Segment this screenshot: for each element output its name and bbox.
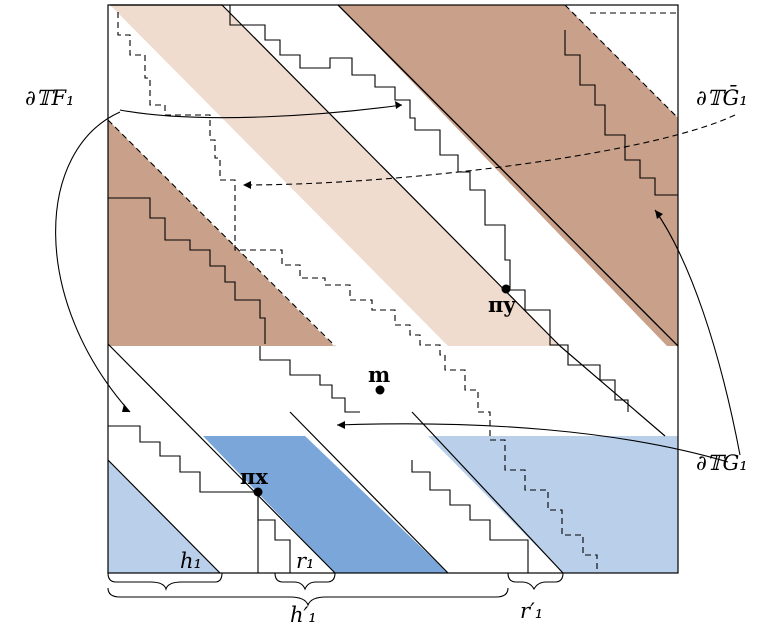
brace-r1 [274,572,336,591]
label-r1: r₁ [296,549,314,573]
staircase-top-right [564,30,678,196]
staircases [108,5,678,573]
label-h1: h₁ [180,549,202,573]
square-frame [107,4,679,574]
arrowhead [337,421,345,429]
diagonal-line [411,411,564,574]
point-pi-y [501,284,511,294]
point-m [375,385,385,395]
staircase-top-middle [229,5,629,412]
label-m: m [368,362,390,387]
label-partial-F1: ∂𝕋F₁ [25,86,74,110]
diagonal-line [337,4,679,347]
shaded-regions [108,5,678,573]
brace-h1-prime [107,587,509,607]
arrowhead [395,101,402,109]
diagonal-line [559,345,666,437]
dashed-diagonal [107,119,336,347]
staircase-center [259,346,360,413]
staircase-left [108,197,266,344]
label-pi-x: πx [240,464,268,489]
light-peach-band [110,5,560,346]
brace-r1-prime [507,572,564,591]
arrow-Gbar1 [242,114,736,186]
arrow-F1-lower [55,111,131,413]
arrowhead [243,181,251,189]
diagonal-line [107,343,336,574]
point-pi-x [253,487,263,497]
diagonal-line [289,411,449,574]
labels: ∂𝕋F₁ ∂𝕋Ḡ₁ ∂𝕋G₁ πy m πx h₁ r₁ h′₁ r′₁ [25,85,748,627]
dark-brown-region-left [108,120,334,346]
dashed-diagonal [564,4,679,119]
light-blue-region-right [428,436,678,573]
arrow-G1-lower [336,423,729,463]
label-r1-prime: r′₁ [520,599,543,623]
dashed-diagonals [107,4,679,347]
annotation-arrows [55,101,741,463]
dashed-staircase-main [117,12,598,573]
diagonal-line [107,459,221,574]
arrowhead [655,210,663,219]
dark-blue-band [203,436,448,573]
arrowhead [122,404,130,412]
staircase-bottom-right [411,460,529,573]
bottom-braces [107,572,564,607]
label-partial-G1: ∂𝕋G₁ [696,451,748,475]
points [253,284,511,497]
dashed-staircases [117,12,678,573]
staircase-bottom-left [108,425,291,573]
label-h1-prime: h′₁ [290,603,317,626]
label-partial-Gbar1: ∂𝕋Ḡ₁ [696,85,748,110]
label-pi-y: πy [488,292,516,317]
arrow-F1-upper [119,104,403,119]
brace-h1 [107,572,223,591]
arrow-G1-upper [654,209,741,456]
